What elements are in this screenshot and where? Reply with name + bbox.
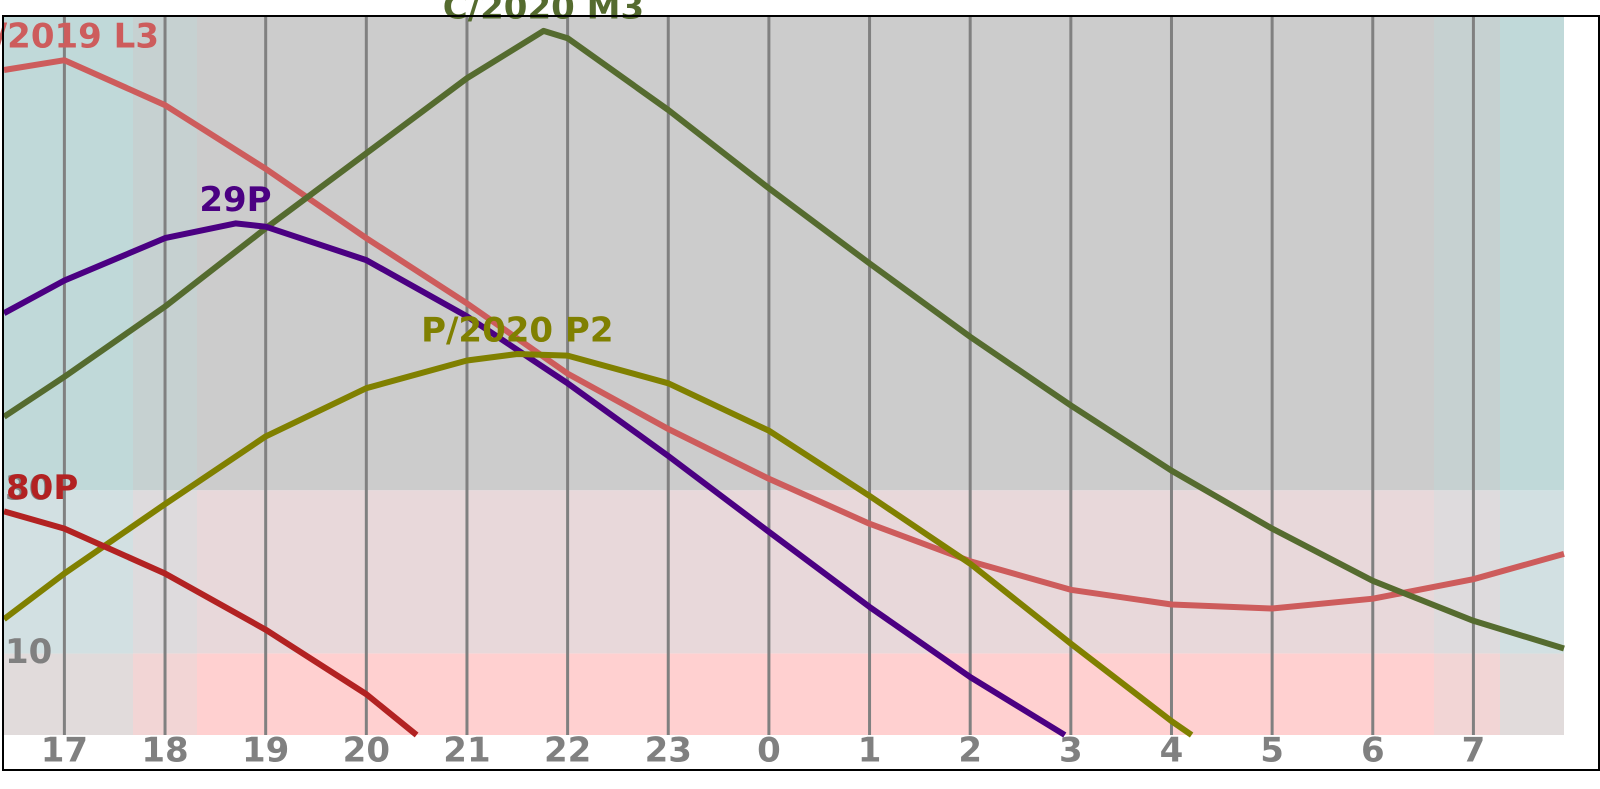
frame <box>2 15 1600 771</box>
x-tick-label: 5 <box>1260 731 1284 771</box>
y-tick-label: 30 <box>5 469 52 509</box>
x-tick-label: 18 <box>141 731 188 771</box>
x-tick-label: 0 <box>757 731 781 771</box>
series-line <box>2 351 1194 738</box>
x-tick-label: 3 <box>1059 731 1083 771</box>
x-tick-label: 23 <box>645 731 692 771</box>
twilight-shade <box>1500 17 1564 735</box>
x-tick-label: 22 <box>544 731 591 771</box>
series-line <box>2 220 1067 738</box>
series-line <box>3 57 1565 612</box>
x-tick-label: 6 <box>1361 731 1385 771</box>
series-line <box>2 27 1565 652</box>
x-tick-label: 7 <box>1462 731 1486 771</box>
y-tick-label: 10 <box>5 632 52 672</box>
x-tick-label: 20 <box>343 731 390 771</box>
series-label: 80P <box>6 468 78 508</box>
series-line <box>3 508 419 738</box>
series-label: C/2020 M3 <box>443 0 644 27</box>
altitude-band <box>4 490 1564 654</box>
altitude-band <box>4 17 1564 491</box>
altitude-band <box>4 653 1564 735</box>
x-tick-label: 4 <box>1160 731 1184 771</box>
x-tick-label: 1 <box>858 731 882 771</box>
x-tick-label: 2 <box>958 731 982 771</box>
x-tick-label: 19 <box>242 731 289 771</box>
x-tick-label: 17 <box>41 731 88 771</box>
x-tick-label: 21 <box>443 731 490 771</box>
series-label: 29P <box>199 180 271 220</box>
series-label: C/2019 L3 <box>0 17 159 57</box>
series-label: P/2020 P2 <box>421 310 613 350</box>
